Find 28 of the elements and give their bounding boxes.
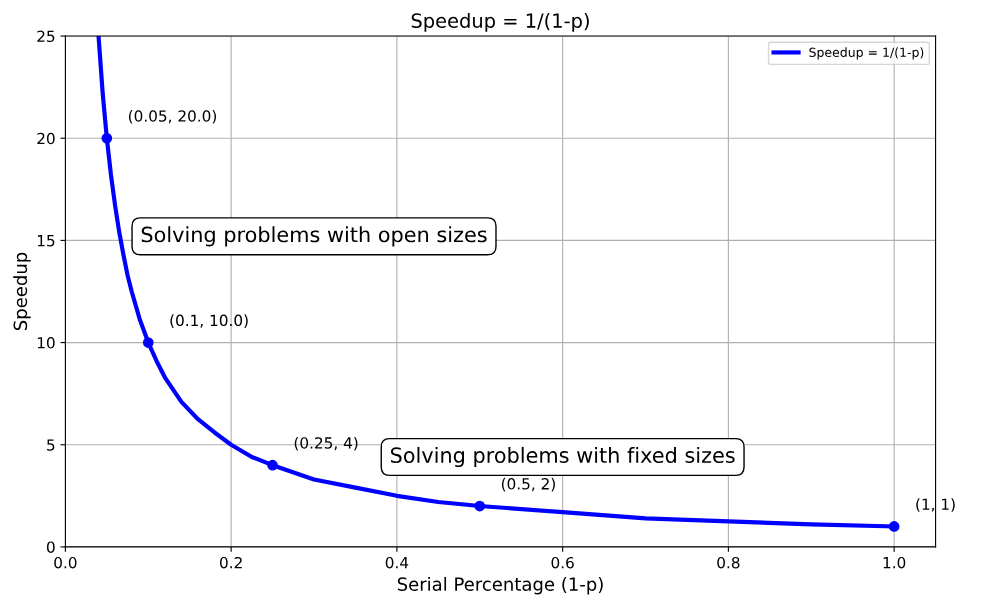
data-label: (0.1, 10.0) bbox=[170, 314, 248, 328]
point bbox=[101, 132, 113, 144]
x-tick-label: 0.6 bbox=[551, 556, 574, 569]
y-tick-label: 10 bbox=[37, 337, 55, 349]
annotation: Solving problems with fixed sizes bbox=[390, 446, 735, 468]
x-tick-label: 0.8 bbox=[717, 556, 740, 569]
data-label: (0.05, 20.0) bbox=[128, 109, 217, 124]
y-tick-label: 15 bbox=[37, 235, 55, 247]
point bbox=[142, 337, 154, 348]
point bbox=[267, 459, 278, 471]
x-tick-label: 0.0 bbox=[54, 556, 77, 569]
data-label: (0.5, 2) bbox=[501, 477, 555, 492]
data-label: (0.25, 4) bbox=[294, 436, 358, 451]
legend-label: Speedup = 1/(1-p) bbox=[809, 47, 924, 60]
point bbox=[888, 521, 900, 532]
data-label: (1, 1) bbox=[916, 498, 955, 512]
x-tick-label: 0.4 bbox=[385, 556, 409, 569]
annotation: Solving problems with open sizes bbox=[141, 226, 487, 247]
point bbox=[474, 500, 486, 512]
y-axis-title: Speedup bbox=[13, 252, 31, 331]
y-tick-label: 0 bbox=[46, 541, 55, 553]
x-tick-label: 0.2 bbox=[220, 556, 242, 569]
y-tick-label: 25 bbox=[37, 30, 55, 43]
chart-title: Speedup = 1/(1-p) bbox=[411, 12, 589, 32]
x-axis-title: Serial Percentage (1-p) bbox=[397, 576, 603, 595]
y-tick-label: 5 bbox=[47, 439, 55, 451]
y-tick-label: 20 bbox=[37, 132, 55, 145]
x-tick-label: 1.0 bbox=[883, 556, 906, 569]
